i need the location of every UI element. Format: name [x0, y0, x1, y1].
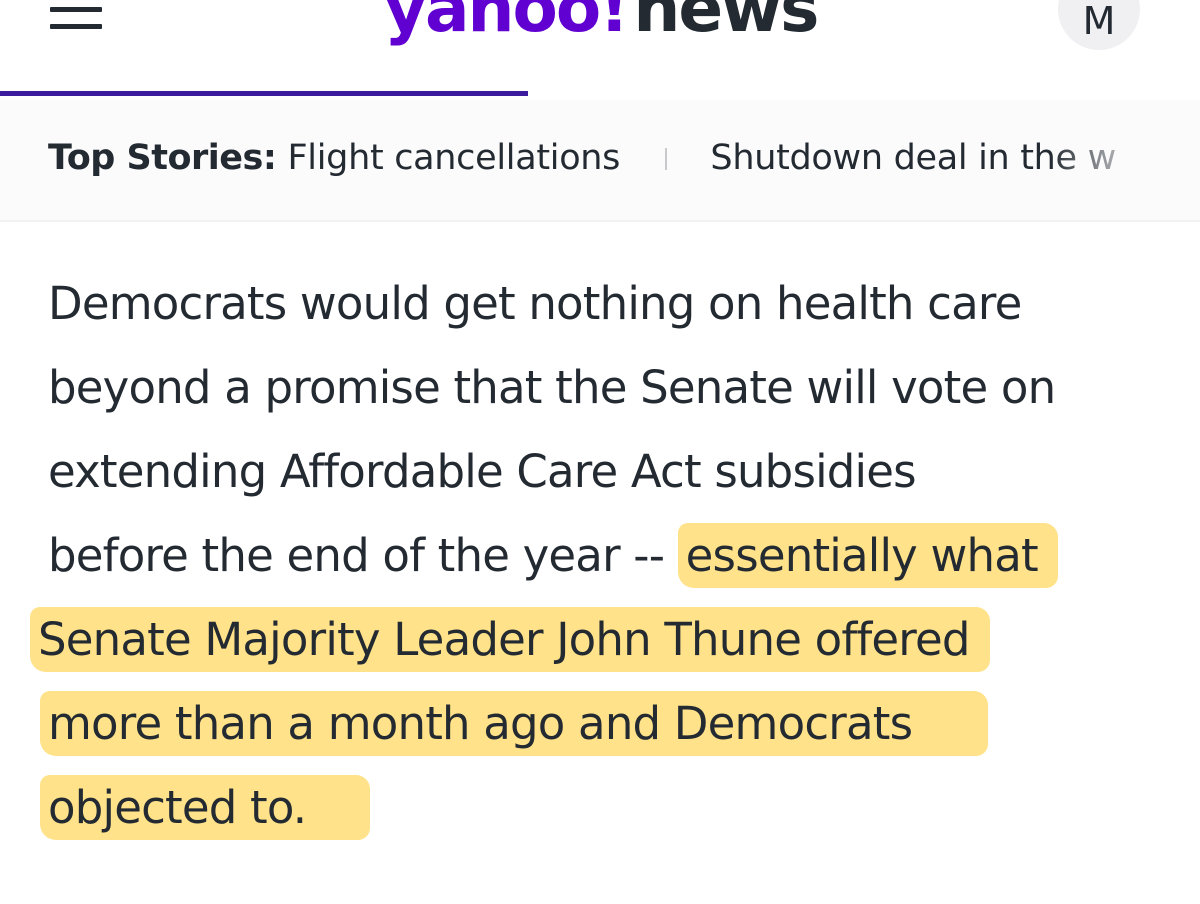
yahoo-news-logo[interactable]: yahoo!news: [384, 0, 819, 47]
logo-section: news: [633, 0, 819, 47]
paragraph-line: beyond a promise that the Senate will vo…: [48, 346, 1168, 430]
menu-bar-middle: [50, 24, 102, 29]
top-stories-list: Top Stories: Flight cancellations Shutdo…: [48, 136, 1116, 180]
highlighted-text: more than a month ago and Democrats: [40, 691, 989, 756]
hamburger-menu-icon[interactable]: [50, 0, 106, 36]
paragraph-text: beyond a promise that the Senate will vo…: [48, 361, 1056, 414]
top-story-item[interactable]: Flight cancellations: [287, 138, 621, 178]
paragraph-line: Democrats would get nothing on health ca…: [48, 262, 1168, 346]
paragraph-text: Democrats would get nothing on health ca…: [48, 277, 1022, 330]
top-story-item[interactable]: Shutdown deal in the w: [710, 138, 1116, 178]
paragraph-line: more than a month ago and Democrats: [40, 682, 1168, 766]
user-avatar[interactable]: M: [1058, 0, 1140, 50]
paragraph-line: before the end of the year -- essentiall…: [48, 514, 1168, 598]
paragraph-line: objected to.: [40, 766, 1168, 850]
paragraph-line: extending Affordable Care Act subsidies: [48, 430, 1168, 514]
paragraph-line: Senate Majority Leader John Thune offere…: [30, 598, 1168, 682]
reading-progress-fill: [0, 91, 528, 96]
story-separator: [665, 148, 668, 170]
logo-brand: yahoo!: [384, 0, 629, 47]
paragraph-text: extending Affordable Care Act subsidies: [48, 445, 917, 498]
highlighted-text: objected to.: [40, 775, 371, 840]
highlighted-text: Senate Majority Leader John Thune offere…: [30, 607, 990, 672]
article-paragraph: Democrats would get nothing on health ca…: [30, 262, 1168, 850]
strip-fade-overlay: [1050, 100, 1200, 220]
top-stories-strip[interactable]: Top Stories: Flight cancellations Shutdo…: [0, 100, 1200, 222]
highlighted-text: essentially what: [677, 523, 1058, 588]
paragraph-text: before the end of the year --: [48, 529, 678, 582]
app-header: yahoo!news M: [0, 0, 1200, 100]
top-stories-label: Top Stories:: [48, 138, 277, 178]
reading-progress-bar: [0, 91, 1200, 96]
menu-bar-top: [50, 7, 102, 12]
